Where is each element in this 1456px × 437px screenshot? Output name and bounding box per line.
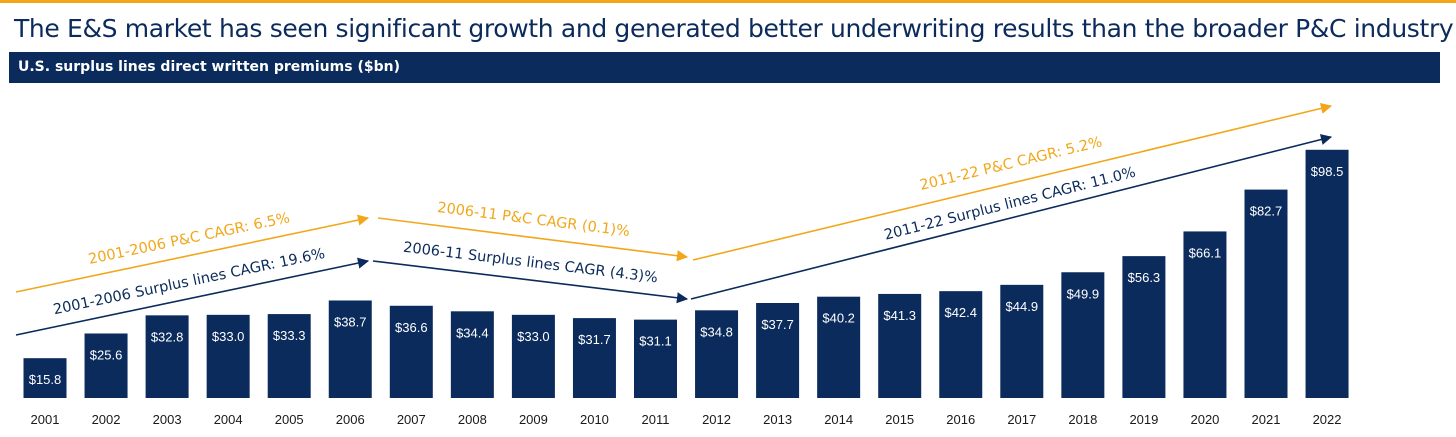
- bar-2021: [1244, 189, 1288, 398]
- bar-value-label: $33.3: [273, 328, 306, 343]
- bar-value-label: $49.9: [1067, 286, 1100, 301]
- x-tick-label: 2014: [824, 412, 853, 427]
- bar-value-label: $15.8: [29, 372, 62, 387]
- bar-value-label: $33.0: [212, 329, 245, 344]
- bar-value-label: $36.6: [395, 320, 428, 335]
- bar-2004: [206, 314, 250, 398]
- x-tick-label: 2019: [1129, 412, 1158, 427]
- x-tick-label: 2022: [1313, 412, 1342, 427]
- bar-value-label: $31.7: [578, 332, 611, 347]
- bar-value-label: $33.0: [517, 329, 550, 344]
- x-tick-label: 2016: [946, 412, 975, 427]
- bar-2001: [23, 358, 67, 398]
- bar-value-label: $34.4: [456, 325, 489, 340]
- bar-value-label: $41.3: [883, 308, 916, 323]
- x-tick-label: 2012: [702, 412, 731, 427]
- cagr-annotation-label: 2006-11 P&C CAGR (0.1)%: [436, 200, 630, 240]
- bar-value-label: $37.7: [761, 317, 794, 332]
- cagr-arrow-navy: [15, 257, 370, 336]
- bar-value-label: $82.7: [1250, 204, 1283, 219]
- x-tick-label: 2005: [275, 412, 304, 427]
- cagr-arrow-navy: [372, 260, 689, 304]
- bar-2010: [572, 318, 616, 398]
- x-tick-label: 2020: [1190, 412, 1219, 427]
- bar-2002: [84, 333, 128, 398]
- x-tick-label: 2009: [519, 412, 548, 427]
- cagr-arrow-orange: [377, 217, 689, 262]
- bar-2017: [1000, 284, 1044, 398]
- cagr-arrow-orange: [15, 214, 370, 293]
- bar-value-label: $56.3: [1128, 270, 1161, 285]
- x-tick-label: 2013: [763, 412, 792, 427]
- x-tick-label: 2001: [31, 412, 60, 427]
- bar-2011: [634, 319, 677, 398]
- x-tick-label: 2004: [214, 412, 243, 427]
- x-tick-label: 2008: [458, 412, 487, 427]
- chart-title: U.S. surplus lines direct written premiu…: [18, 59, 400, 75]
- cagr-annotation-label: 2011-22 Surplus lines CAGR: 11.0%: [883, 165, 1138, 244]
- x-tick-label: 2015: [885, 412, 914, 427]
- bar-2020: [1183, 231, 1227, 398]
- x-tick-label: 2011: [642, 412, 670, 427]
- x-tick-label: 2003: [153, 412, 182, 427]
- bar-value-label: $40.2: [822, 311, 855, 326]
- x-tick-label: 2010: [580, 412, 609, 427]
- bar-2013: [756, 302, 800, 398]
- bar-2009: [511, 314, 555, 398]
- bar-value-label: $38.7: [334, 314, 367, 329]
- bar-value-label: $98.5: [1311, 164, 1344, 179]
- x-tick-label: 2006: [336, 412, 365, 427]
- cagr-arrow-navy: [690, 134, 1333, 300]
- chart-title-bar: U.S. surplus lines direct written premiu…: [9, 52, 1440, 83]
- x-tick-label: 2017: [1007, 412, 1036, 427]
- page-title: The E&S market has seen significant grow…: [14, 14, 1454, 43]
- x-tick-label: 2007: [397, 412, 426, 427]
- x-tick-label: 2018: [1068, 412, 1097, 427]
- bar-value-label: $66.1: [1189, 245, 1222, 260]
- bar-value-label: $34.8: [700, 324, 733, 339]
- bar-2007: [389, 305, 433, 398]
- top-accent-rule: [0, 0, 1456, 3]
- bar-value-label: $42.4: [944, 305, 977, 320]
- cagr-arrow-orange: [692, 102, 1333, 261]
- bar-2016: [939, 291, 983, 398]
- x-tick-label: 2021: [1252, 412, 1281, 427]
- bar-value-label: $31.1: [639, 334, 672, 349]
- bar-2006: [328, 300, 372, 398]
- bar-2022: [1305, 149, 1349, 398]
- bar-2019: [1122, 256, 1166, 398]
- bar-value-label: $44.9: [1006, 299, 1039, 314]
- bar-2005: [267, 314, 311, 398]
- bar-2014: [817, 296, 861, 398]
- bar-2012: [695, 310, 739, 398]
- bar-2003: [145, 315, 189, 398]
- bar-value-label: $25.6: [90, 347, 123, 362]
- bar-2015: [878, 293, 922, 398]
- bar-value-label: $32.8: [151, 329, 184, 344]
- x-tick-label: 2002: [92, 412, 121, 427]
- bar-2008: [450, 311, 494, 398]
- bar-2018: [1061, 272, 1105, 398]
